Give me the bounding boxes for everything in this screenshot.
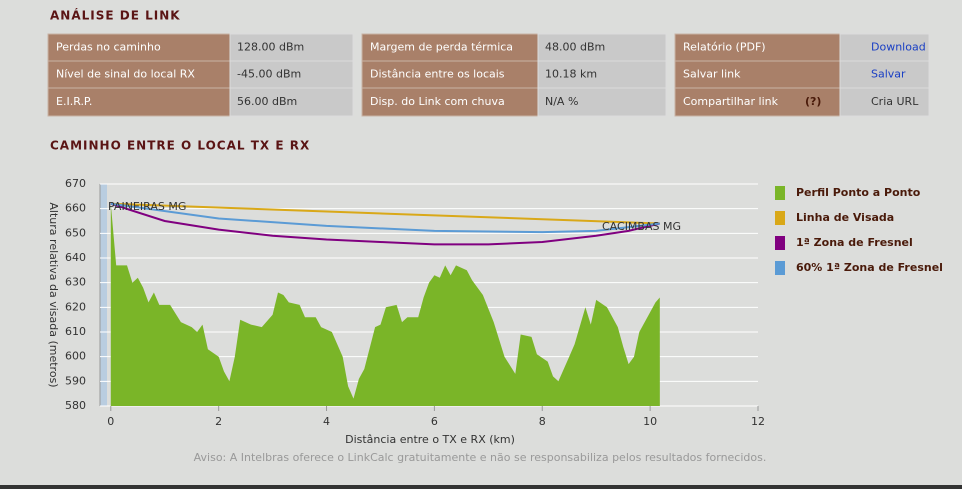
value-cell: [229, 33, 354, 62]
value-cell: [839, 87, 930, 117]
y-axis-label: Altura relativa da visada (metros): [47, 202, 60, 387]
value-cell: [537, 60, 667, 89]
value-cell: [839, 60, 930, 89]
value-cell: [537, 87, 667, 117]
row-label: Disp. do Link com chuva: [370, 95, 505, 108]
row-label: Salvar link: [683, 68, 741, 81]
y-tick-label: 630: [65, 276, 86, 289]
label-cell: [47, 87, 231, 117]
label-cell: [361, 33, 539, 62]
row-label: E.I.R.P.: [56, 95, 92, 108]
bottom-border: [0, 485, 962, 489]
legend-label: 60% 1ª Zona de Fresnel: [796, 261, 943, 274]
y-tick-label: 640: [65, 251, 86, 264]
value-cell: [537, 33, 667, 62]
y-tick-label: 580: [65, 399, 86, 412]
row-label: Compartilhar link: [683, 95, 779, 108]
x-tick-label: 0: [107, 415, 114, 428]
action-link[interactable]: Download: [871, 41, 926, 54]
label-cell: [47, 60, 231, 89]
row-value: -45.00 dBm: [237, 68, 301, 81]
y-tick-label: 600: [65, 350, 86, 363]
row-label: Nível de sinal do local RX: [56, 68, 195, 81]
row-value: 56.00 dBm: [237, 95, 297, 108]
label-cell: [674, 60, 841, 89]
value-cell: [839, 33, 930, 62]
chart-title: CAMINHO ENTRE O LOCAL TX E RX: [50, 139, 310, 153]
value-cell: [229, 87, 354, 117]
section-title: ANÁLISE DE LINK: [50, 8, 181, 23]
legend-swatch: [775, 236, 785, 250]
y-tick-label: 620: [65, 300, 86, 313]
value-cell: [229, 60, 354, 89]
x-tick-label: 2: [215, 415, 222, 428]
label-cell: [361, 87, 539, 117]
action-link[interactable]: Salvar: [871, 68, 906, 81]
action-link[interactable]: Cria URL: [871, 95, 919, 108]
row-label: Distância entre os locais: [370, 68, 505, 81]
x-tick-label: 4: [323, 415, 330, 428]
x-tick-label: 10: [643, 415, 657, 428]
row-label: Relatório (PDF): [683, 41, 766, 54]
y-tick-label: 610: [65, 325, 86, 338]
legend-label: Perfil Ponto a Ponto: [796, 186, 921, 199]
site-label: CACIMBAS MG: [602, 220, 681, 233]
x-axis-label: Distância entre o TX e RX (km): [345, 433, 515, 446]
terrain-area: [110, 203, 660, 406]
series-line: [110, 202, 660, 234]
y-tick-label: 590: [65, 374, 86, 387]
x-tick-label: 12: [751, 415, 765, 428]
y-tick-label: 650: [65, 226, 86, 239]
row-value: 48.00 dBm: [545, 41, 605, 54]
legend-label: Linha de Visada: [796, 211, 894, 224]
label-cell: [674, 87, 841, 117]
legend-label: 1ª Zona de Fresnel: [796, 236, 913, 249]
x-tick-label: 8: [539, 415, 546, 428]
label-cell: [361, 60, 539, 89]
row-value: 10.18 km: [545, 68, 597, 81]
legend-swatch: [775, 261, 785, 275]
y-tick-label: 670: [65, 177, 86, 190]
axis-band: [100, 184, 107, 406]
disclaimer: Aviso: A Intelbras oferece o LinkCalc gr…: [194, 451, 767, 464]
row-label: Perdas no caminho: [56, 41, 161, 54]
label-cell: [674, 33, 841, 62]
row-value: N/A %: [545, 95, 578, 108]
x-tick-label: 6: [431, 415, 438, 428]
series-line: [110, 202, 660, 225]
legend-swatch: [775, 186, 785, 200]
help-hint[interactable]: (?): [805, 95, 821, 108]
series-line: [110, 202, 661, 246]
row-value: 128.00 dBm: [237, 41, 304, 54]
y-tick-label: 660: [65, 202, 86, 215]
legend-swatch: [775, 211, 785, 225]
site-label: PAINEIRAS MG: [108, 200, 186, 213]
label-cell: [47, 33, 231, 62]
row-label: Margem de perda térmica: [370, 41, 513, 54]
